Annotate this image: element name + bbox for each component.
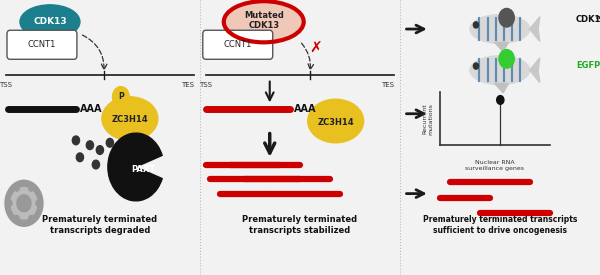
Text: Recurrent
mutations: Recurrent mutations [422,103,433,134]
Circle shape [73,136,80,145]
Text: CCNT1: CCNT1 [224,40,252,49]
Circle shape [29,185,34,191]
Text: ZC3H14: ZC3H14 [317,118,354,127]
Text: CCNT1: CCNT1 [28,40,56,49]
Polygon shape [494,42,508,52]
Text: CDK13: CDK13 [33,17,67,26]
Circle shape [11,188,37,219]
Text: Mutated
CDK13: Mutated CDK13 [244,11,284,30]
Text: mut: mut [596,15,600,20]
Ellipse shape [20,5,80,39]
Polygon shape [530,17,540,41]
Text: CDK13: CDK13 [576,15,600,24]
Text: EGFP: EGFP [576,61,600,70]
Circle shape [76,153,83,162]
Circle shape [86,141,94,150]
Ellipse shape [224,1,304,42]
Text: TES: TES [381,82,394,88]
Circle shape [106,138,113,147]
Text: Nuclear RNA
surveillance genes: Nuclear RNA surveillance genes [465,160,524,170]
Ellipse shape [102,97,158,140]
Circle shape [17,195,31,212]
Text: TES: TES [181,82,194,88]
Text: ✗: ✗ [310,41,322,56]
Text: AAA: AAA [80,104,103,114]
Circle shape [499,9,514,27]
FancyBboxPatch shape [203,30,273,59]
Text: ZC3H14: ZC3H14 [112,115,148,124]
Text: PAXT: PAXT [132,165,156,174]
Circle shape [5,180,43,226]
Circle shape [473,22,479,28]
Text: P: P [118,92,124,101]
Circle shape [29,216,34,221]
Text: TSS: TSS [199,82,212,88]
Circle shape [497,96,504,104]
Polygon shape [494,84,508,93]
Circle shape [499,50,514,68]
Circle shape [14,185,19,191]
Polygon shape [530,58,540,82]
Circle shape [36,200,41,206]
Circle shape [112,87,129,107]
Ellipse shape [470,15,530,43]
Text: Prematurely terminated transcripts
sufficient to drive oncogenesis: Prematurely terminated transcripts suffi… [422,215,577,235]
Text: AAA: AAA [294,104,316,114]
Wedge shape [108,133,162,201]
Circle shape [7,200,12,206]
Circle shape [97,146,103,154]
Text: Prematurely terminated
transcripts stabilized: Prematurely terminated transcripts stabi… [242,215,357,235]
FancyBboxPatch shape [7,30,77,59]
Text: TSS: TSS [0,82,13,88]
Ellipse shape [308,99,364,143]
Ellipse shape [470,56,530,85]
Circle shape [92,160,100,169]
Circle shape [14,216,19,221]
Text: Prematurely terminated
transcripts degraded: Prematurely terminated transcripts degra… [43,215,157,235]
Circle shape [473,63,479,69]
